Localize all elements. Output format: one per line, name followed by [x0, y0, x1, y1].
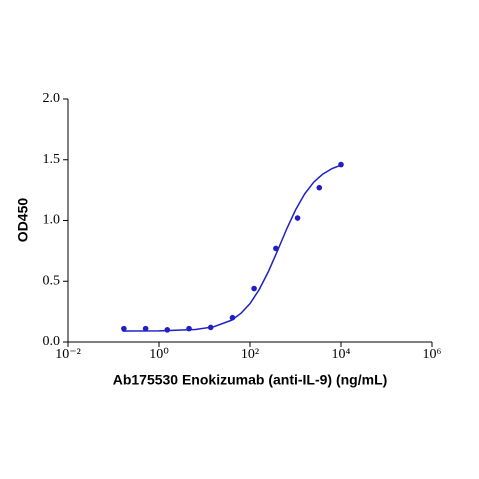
- x-tick-label: 10⁶: [423, 347, 442, 362]
- y-tick-label: 1.5: [43, 152, 61, 167]
- y-tick-label: 0.5: [43, 273, 61, 288]
- y-tick-label: 2.0: [43, 91, 61, 106]
- data-point: [251, 285, 257, 292]
- data-point: [186, 325, 192, 332]
- data-point: [142, 325, 149, 332]
- y-tick-label: 1.0: [43, 213, 61, 228]
- y-tick-label: 0.0: [43, 334, 61, 349]
- x-tick-label: 10²: [241, 347, 259, 362]
- x-tick-label: 10⁰: [149, 347, 169, 362]
- data-point: [294, 215, 301, 221]
- fit-curve: [122, 164, 342, 332]
- x-tick-label: 10⁴: [332, 347, 351, 362]
- x-axis-label: Ab175530 Enokizumab (anti-IL-9) (ng/mL): [113, 372, 388, 388]
- y-axis-label: OD450: [15, 198, 31, 243]
- data-point: [316, 184, 323, 191]
- x-tick-label: 10⁻²: [55, 347, 81, 362]
- data-point: [121, 325, 127, 332]
